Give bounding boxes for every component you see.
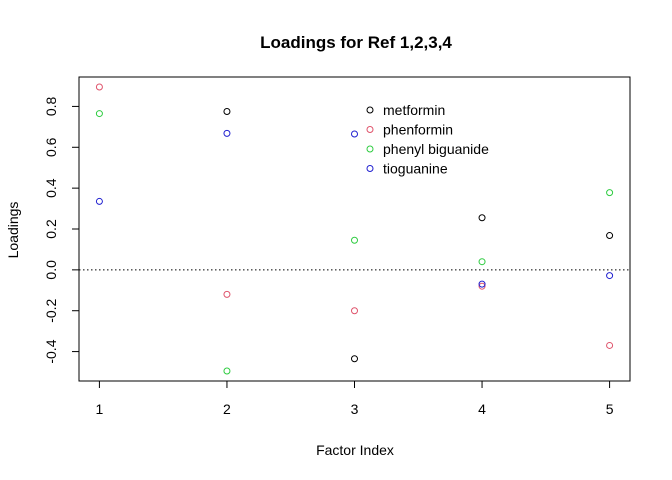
- data-point: [351, 307, 358, 315]
- data-point: [478, 214, 486, 222]
- legend-marker: [366, 165, 374, 172]
- y-tick-label: -0.2: [43, 298, 59, 322]
- x-axis: 1 2 3 4 5: [96, 381, 614, 417]
- data-point: [606, 272, 614, 280]
- y-tick-label: -0.4: [43, 339, 59, 363]
- data-point: [95, 197, 103, 205]
- data-point: [223, 367, 231, 375]
- legend-entry: metformin: [383, 102, 445, 118]
- legend-marker: [366, 145, 374, 153]
- x-tick-label: 3: [351, 401, 359, 417]
- data-point: [95, 110, 103, 118]
- data-point: [478, 258, 486, 266]
- data-points: [95, 83, 614, 375]
- y-tick-label: 0.8: [43, 96, 59, 116]
- data-point: [606, 189, 614, 197]
- y-tick-label: 0.6: [43, 137, 59, 157]
- x-tick-label: 5: [606, 401, 614, 417]
- plot-frame: [78, 76, 631, 382]
- data-point: [223, 108, 231, 116]
- legend-marker: [366, 126, 374, 133]
- y-tick-label: 0.4: [43, 178, 59, 198]
- legend-marker: [366, 106, 374, 114]
- x-tick-label: 4: [478, 401, 486, 417]
- data-point: [95, 83, 103, 91]
- legend: metformin phenformin phenyl biguanide tiogu…: [366, 102, 489, 177]
- data-point: [223, 129, 231, 137]
- y-axis: -0.4 -0.2 0.0 0.2 0.4 0.6 0.8: [43, 96, 79, 364]
- data-point: [478, 280, 486, 288]
- y-tick-label: 0.0: [43, 260, 59, 280]
- y-axis-label: Loadings: [5, 202, 21, 259]
- x-axis-label: Factor Index: [316, 442, 394, 458]
- data-point: [351, 355, 358, 363]
- x-tick-label: 2: [223, 401, 231, 417]
- x-tick-label: 1: [96, 401, 104, 417]
- data-point: [351, 236, 358, 244]
- legend-entry: phenformin: [383, 122, 453, 138]
- data-point: [478, 282, 486, 290]
- data-point: [223, 290, 231, 298]
- y-tick-label: 0.2: [43, 219, 59, 239]
- chart-title: Loadings for Ref 1,2,3,4: [260, 33, 452, 52]
- data-point: [606, 232, 614, 240]
- legend-entry: phenyl biguanide: [383, 141, 489, 157]
- legend-entry: tioguanine: [383, 161, 448, 177]
- data-point: [606, 341, 614, 349]
- data-point: [351, 130, 358, 138]
